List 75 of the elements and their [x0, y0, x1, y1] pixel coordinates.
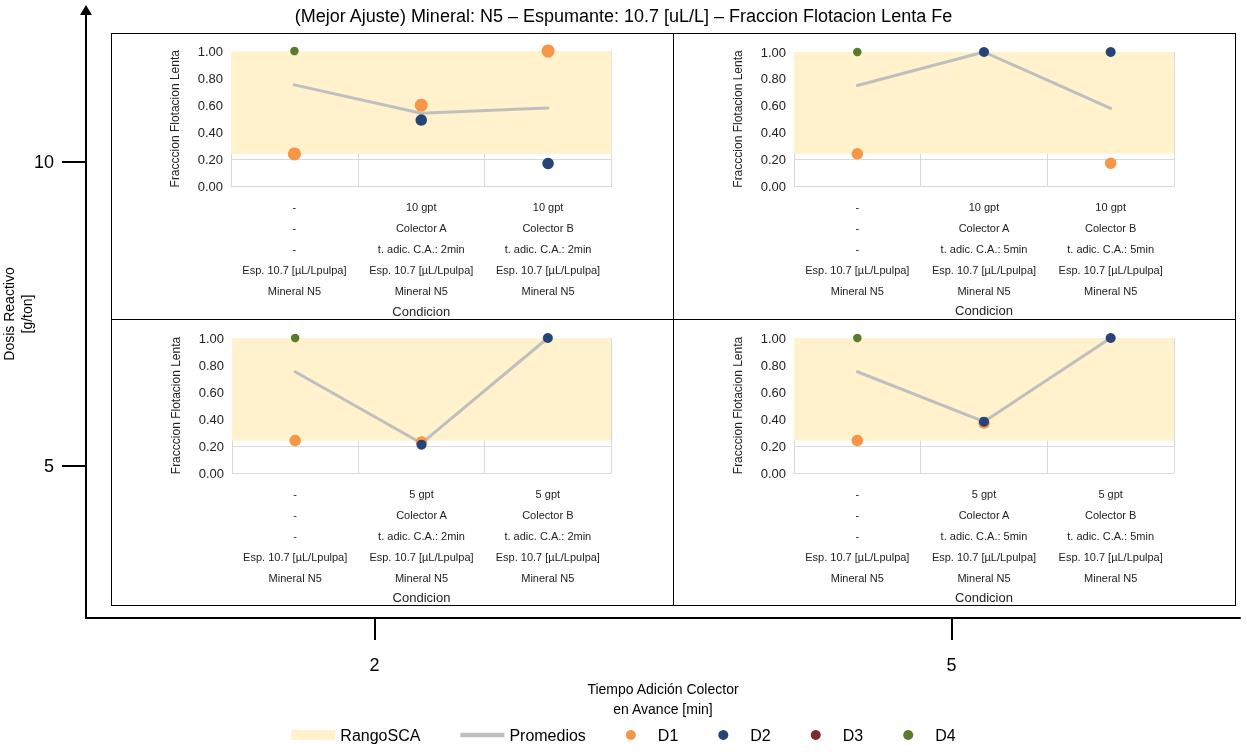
y-tick-label: 0.20	[760, 438, 786, 453]
y-tick-label: 0.80	[760, 71, 786, 87]
y-tick-label: 0.40	[198, 411, 224, 426]
point	[852, 333, 862, 342]
point	[542, 157, 554, 170]
y-tick-label: 0.60	[760, 98, 786, 114]
x-tick-label: - - - Esp. 10.7 [µL/Lpulpa] Mineral N5	[243, 487, 348, 583]
y-tick-label: 0.00	[760, 465, 786, 480]
y-tick-label: 0.80	[760, 357, 786, 372]
x-tick-label: 10 gpt Colector B t. adic. C.A.: 5min Esp. 10.7 [µL/Lpulpa] Mineral N5	[1058, 200, 1163, 297]
y-axis-title: Fracccion Flotacion Lenta	[168, 49, 182, 188]
x-tick-label: 10 gpt Colector A t. adic. C.A.: 2min Esp. 10.7 [µL/Lpulpa] Mineral N5	[369, 201, 474, 297]
point	[415, 114, 427, 126]
category-label: 5	[43, 456, 54, 476]
y-axis-title: Fracccion Flotacion Lenta	[730, 49, 745, 188]
y-tick-label: 0.80	[198, 357, 224, 372]
x-tick-label: 5 gpt Colector B t. adic. C.A.: 2min Esp. 10.7 [µL/Lpulpa] Mineral N5	[495, 487, 600, 583]
y-tick-label: 0.40	[760, 411, 786, 426]
category-label: 10	[33, 152, 54, 172]
y-tick-label: 0.00	[760, 178, 786, 194]
point	[541, 44, 555, 58]
legend-label: D1	[657, 726, 679, 744]
category-label: 5	[946, 655, 957, 675]
y-axis-title: Fracccion Flotacion Lenta	[730, 335, 745, 474]
point	[851, 434, 863, 446]
text: Dosis Reactivo [g/ton]	[1, 267, 35, 361]
x-axis-title: Condicion	[392, 589, 451, 605]
x-tick-label: - - - Esp. 10.7 [µL/Lpulpa] Mineral N5	[804, 200, 909, 297]
text: (Mejor Ajuste) Mineral: N5 – Espumante: 10.7 [uL/L] – Fraccion Flotacion Lenta Fe	[294, 6, 953, 26]
y-axis-title: Fracccion Flotacion Lenta	[169, 335, 183, 474]
point	[1105, 332, 1116, 343]
y-tick-label: 0.00	[197, 179, 223, 194]
legend-label: RangoSCA	[340, 726, 421, 744]
point	[852, 47, 862, 57]
point	[290, 333, 300, 342]
x-axis-title: Condicion	[954, 589, 1013, 605]
y-tick-label: 1.00	[760, 330, 786, 345]
y-tick-label: 0.60	[197, 97, 223, 113]
point	[287, 147, 301, 161]
point	[542, 332, 553, 343]
y-tick-label: 1.00	[197, 43, 223, 59]
y-tick-label: 0.60	[760, 384, 786, 399]
x-tick-label: 10 gpt Colector A t. adic. C.A.: 5min Esp. 10.7 [µL/Lpulpa] Mineral N5	[931, 200, 1036, 297]
y-tick-label: 0.40	[760, 124, 786, 140]
x-tick-label: 10 gpt Colector B t. adic. C.A.: 2min Esp. 10.7 [µL/Lpulpa] Mineral N5	[495, 201, 601, 297]
point	[414, 98, 428, 112]
point	[290, 46, 299, 56]
text: Tiempo Adición Colector en Avance [min]	[587, 680, 739, 717]
y-tick-label: 1.00	[760, 44, 786, 60]
x-axis-title: Condicion	[954, 303, 1013, 318]
y-tick-label: 0.00	[198, 465, 224, 480]
y-tick-label: 0.60	[198, 384, 224, 399]
point	[416, 439, 427, 450]
point	[289, 434, 301, 446]
category-label: 2	[369, 655, 380, 675]
legend-label: D4	[935, 726, 956, 744]
y-tick-label: 1.00	[198, 330, 224, 345]
x-axis-title: Condicion	[392, 303, 451, 319]
x-tick-label: - - - Esp. 10.7 [µL/Lpulpa] Mineral N5	[242, 201, 347, 297]
y-tick-label: 0.20	[198, 438, 224, 453]
point	[851, 148, 863, 160]
y-tick-label: 0.80	[197, 70, 223, 86]
x-tick-label: - - - Esp. 10.7 [µL/Lpulpa] Mineral N5	[804, 487, 909, 583]
point	[1105, 47, 1116, 57]
legend-label: D3	[842, 726, 864, 744]
point	[978, 47, 989, 57]
legend-label: D2	[750, 726, 771, 744]
x-tick-label: 5 gpt Colector B t. adic. C.A.: 5min Esp. 10.7 [µL/Lpulpa] Mineral N5	[1058, 487, 1163, 583]
legend-label: Promedios	[509, 726, 586, 744]
y-tick-label: 0.20	[760, 151, 786, 167]
y-tick-label: 0.20	[197, 151, 223, 167]
x-tick-label: 5 gpt Colector A t. adic. C.A.: 5min Esp. 10.7 [µL/Lpulpa] Mineral N5	[931, 487, 1036, 583]
x-tick-label: 5 gpt Colector A t. adic. C.A.: 2min Esp. 10.7 [µL/Lpulpa] Mineral N5	[369, 487, 474, 583]
y-tick-label: 0.40	[197, 124, 223, 140]
point	[1104, 157, 1116, 169]
